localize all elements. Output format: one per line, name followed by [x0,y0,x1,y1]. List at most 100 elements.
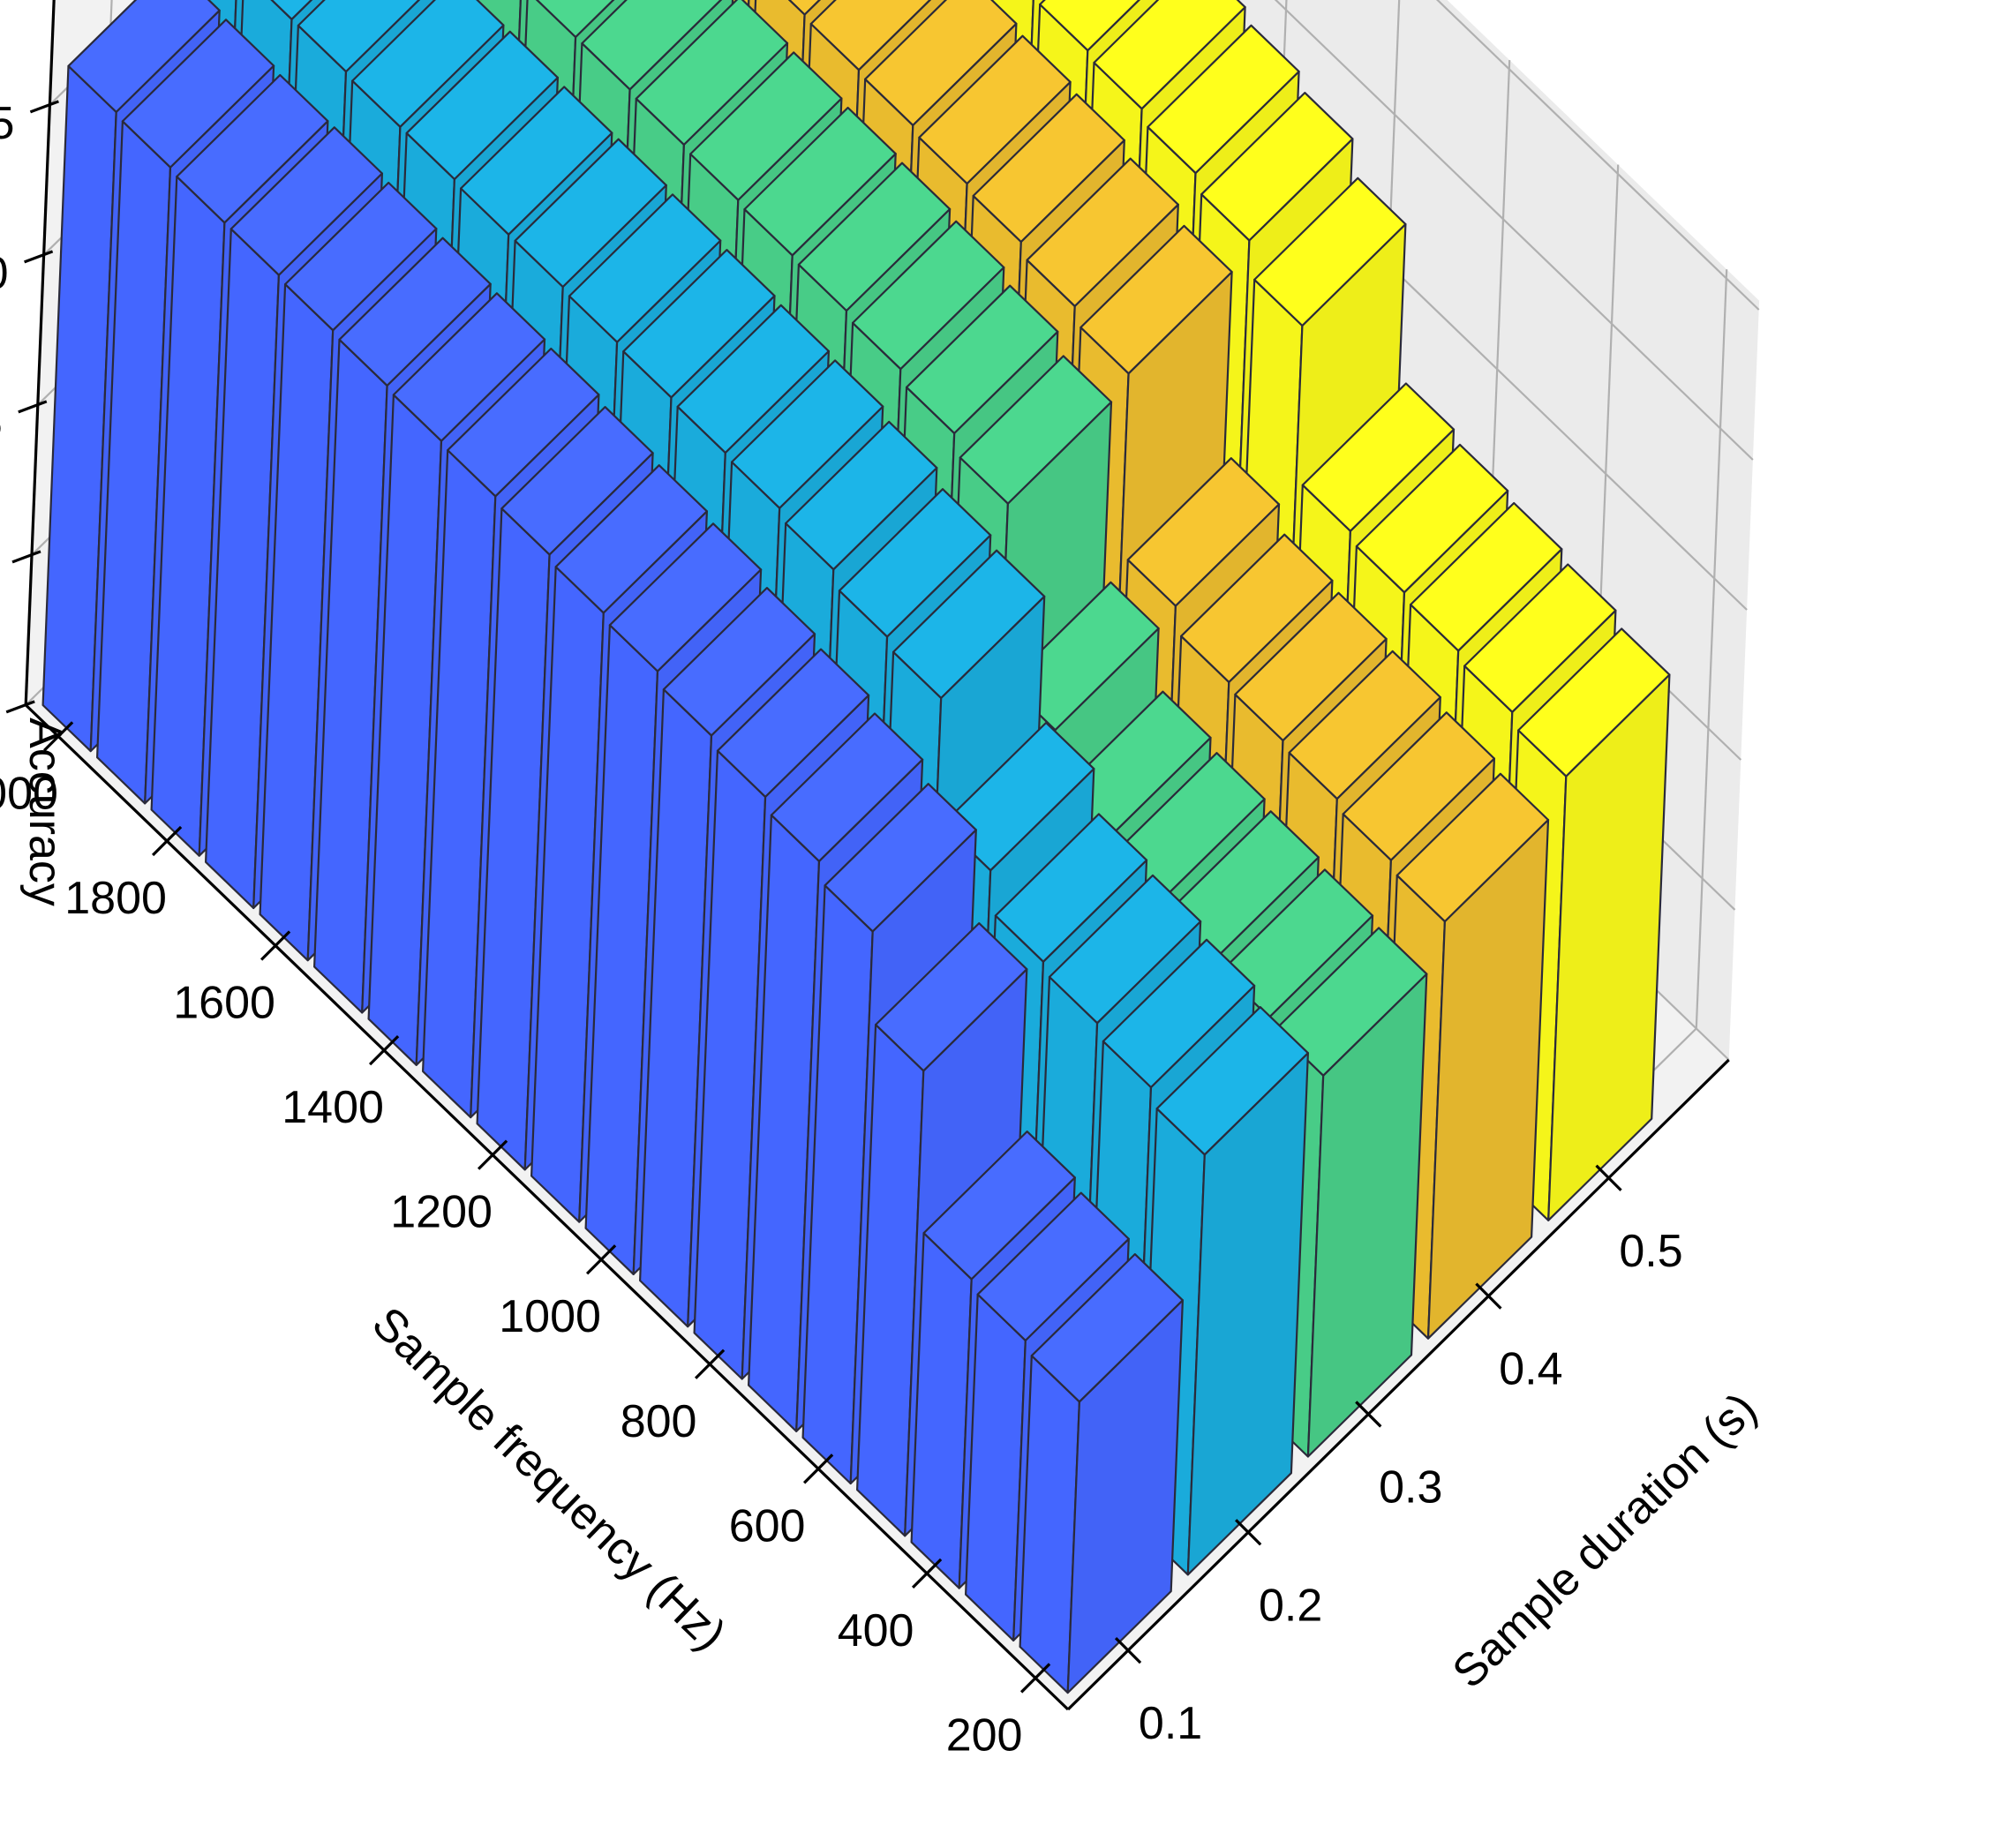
z-tick-label: 0.85 [0,398,3,449]
bar-top-face [297,0,421,73]
bar-top-face [918,34,1072,185]
z-axis-line [24,0,56,705]
x-tick-label: 800 [621,1396,697,1447]
bar-top-face [959,355,1113,505]
bar-top-face [716,648,870,799]
bar-top-face [447,347,600,498]
bar-top-face [1463,563,1617,713]
bar-top-face [284,181,438,332]
bar-top-face [809,0,932,71]
bar-top-face [770,712,924,862]
x-tick [802,1454,834,1484]
y-tick [1595,1164,1622,1191]
bar-top-face [922,1130,1076,1281]
x-tick-label: 1400 [282,1082,384,1133]
bar-top-face [351,0,505,128]
x-axis-line [25,703,1070,1711]
bar-top-face [1126,457,1281,607]
z-tick [11,550,41,564]
bar-top-face [1517,627,1671,778]
bar-top-face [1234,591,1388,742]
bar-top-face [743,106,897,257]
bar-top-face [1155,1005,1310,1156]
y-tick-label: 0.4 [1499,1344,1562,1395]
bar-top-face [568,193,722,343]
bar-top-face [1180,533,1334,684]
bar-top-face [824,783,977,933]
bar-top-face [1395,772,1550,923]
bar-top-face [1253,177,1407,327]
z-tick [18,400,48,414]
bar-top-face [785,420,938,571]
x-tick-label: 400 [838,1605,914,1656]
z-tick [29,100,59,114]
bar-top-face [535,0,615,39]
bar-top-face [176,73,329,224]
bar-top-face [554,464,709,614]
bar-top-face [500,406,654,556]
bar-top-face [662,586,816,737]
y-tick [1235,1519,1262,1546]
bar-top-face [874,921,1028,1072]
x-tick-label: 600 [729,1500,806,1551]
bar-top-face [1200,91,1354,242]
bar-top-face [67,0,221,114]
bar-top-face [787,0,821,16]
bar-top-face [229,126,383,276]
y-tick [1114,1636,1142,1664]
bar-top-face [976,1191,1130,1342]
bar-top-face [1342,711,1496,861]
bar-top-face [689,51,843,201]
bar-top-face [838,488,992,638]
x-tick [694,1348,726,1379]
bar-top-face [608,522,763,672]
x-axis-label: Sample frequency (Hz) [362,1297,735,1660]
bar-top-face [1301,382,1456,532]
x-tick [260,930,291,961]
bar-top-face [622,249,776,399]
y-tick-label: 0.5 [1619,1226,1682,1277]
z-tick-label: 0.90 [0,248,9,299]
bars [41,0,1671,1694]
bar-top-face [514,138,667,289]
bar-top-face [1039,0,1140,52]
y-tick [1355,1401,1382,1428]
y-tick-label: 0.1 [1139,1698,1202,1749]
x-tick [585,1244,617,1275]
bar-top-face [1030,1252,1185,1403]
bar-top-face [338,237,492,387]
bar-top-face [581,0,723,91]
x-tick-label: 1000 [499,1291,601,1342]
x-tick [1019,1663,1051,1694]
bar-top-face [851,220,1005,371]
bar-top-face [1355,443,1509,594]
bar-top-face [635,0,789,146]
x-tick [477,1139,508,1170]
bar-top-face [459,86,613,236]
bar-top-face [1288,650,1441,800]
bar-top-face [676,304,831,454]
bar-top-face [405,30,560,181]
bar-top-face [1102,938,1256,1089]
y-axis-label: Sample duration (s) [1443,1383,1767,1698]
z-gridline [49,0,1754,461]
x-tick-label: 200 [946,1709,1023,1761]
x-tick [42,721,74,752]
bar-top-face [994,813,1148,963]
y-axis-line [1066,1058,1730,1711]
x-tick-label: 1600 [173,978,275,1029]
x-tick [368,1034,400,1066]
bar-top-face [1079,224,1233,375]
z-tick-label: 0.95 [0,98,14,149]
bar-top-face [1147,24,1300,175]
bar-top-face [1093,0,1246,110]
bar-top-face [1026,157,1179,307]
bar-top-face [797,162,952,312]
x-tick-label: 1200 [390,1187,493,1238]
bar-top-face [905,284,1059,434]
bar-top-face [270,0,313,20]
bar-top-face [1048,874,1202,1025]
